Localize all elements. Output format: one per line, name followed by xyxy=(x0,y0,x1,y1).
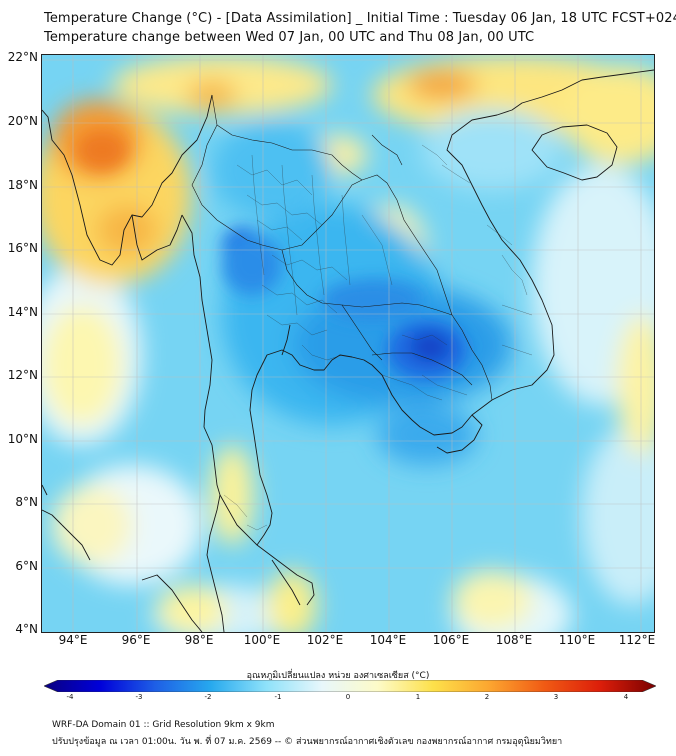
lat-label-4n: 4°N xyxy=(15,622,38,636)
lat-label-12n: 12°N xyxy=(7,368,38,382)
lat-label-14n: 14°N xyxy=(7,305,38,319)
chart-subtitle: Temperature change between Wed 07 Jan, 0… xyxy=(44,30,535,45)
coastlines xyxy=(42,69,654,632)
lon-label-100e: 100°E xyxy=(243,633,281,647)
colorbar-title: อุณหภูมิเปลี่ยนแปลง หน่วย องศาเซลเซียส (… xyxy=(246,671,430,681)
lon-label-104e: 104°E xyxy=(369,633,407,647)
country-borders xyxy=(191,94,493,401)
colorbar xyxy=(44,680,656,692)
colorbar-tick: 2 xyxy=(484,693,490,701)
footer-model-info: WRF-DA Domain 01 :: Grid Resolution 9km … xyxy=(52,720,275,730)
map-canvas xyxy=(42,55,654,632)
colorbar-tick: -2 xyxy=(204,693,212,701)
colorbar-tick: 0 xyxy=(345,693,351,701)
lon-label-110e: 110°E xyxy=(558,633,596,647)
lat-label-10n: 10°N xyxy=(7,432,38,446)
lon-label-108e: 108°E xyxy=(495,633,533,647)
graticule xyxy=(42,55,654,632)
lat-label-6n: 6°N xyxy=(15,559,38,573)
lon-label-112e: 112°E xyxy=(618,633,656,647)
lat-label-8n: 8°N xyxy=(15,495,38,509)
lon-label-94e: 94°E xyxy=(58,633,88,647)
colorbar-tick: 4 xyxy=(623,693,629,701)
colorbar-tick: -1 xyxy=(274,693,282,701)
lon-label-106e: 106°E xyxy=(432,633,470,647)
colorbar-tick: 1 xyxy=(415,693,421,701)
lat-label-20n: 20°N xyxy=(7,114,38,128)
lon-label-98e: 98°E xyxy=(184,633,214,647)
colorbar-bar xyxy=(44,680,656,692)
lat-label-22n: 22°N xyxy=(7,50,38,64)
temperature-field xyxy=(42,55,654,632)
temperature-change-map xyxy=(41,54,655,633)
colorbar-tick: -3 xyxy=(135,693,143,701)
province-borders xyxy=(223,144,533,531)
lon-label-96e: 96°E xyxy=(121,633,151,647)
lat-label-16n: 16°N xyxy=(7,241,38,255)
lon-label-102e: 102°E xyxy=(306,633,344,647)
chart-title: Temperature Change (°C) - [Data Assimila… xyxy=(44,11,676,26)
footer-credits: ปรับปรุงข้อมูล ณ เวลา 01:00น. วัน พ. ที่… xyxy=(52,737,563,747)
colorbar-tick: -4 xyxy=(66,693,74,701)
lat-label-18n: 18°N xyxy=(7,178,38,192)
colorbar-tick: 3 xyxy=(553,693,559,701)
